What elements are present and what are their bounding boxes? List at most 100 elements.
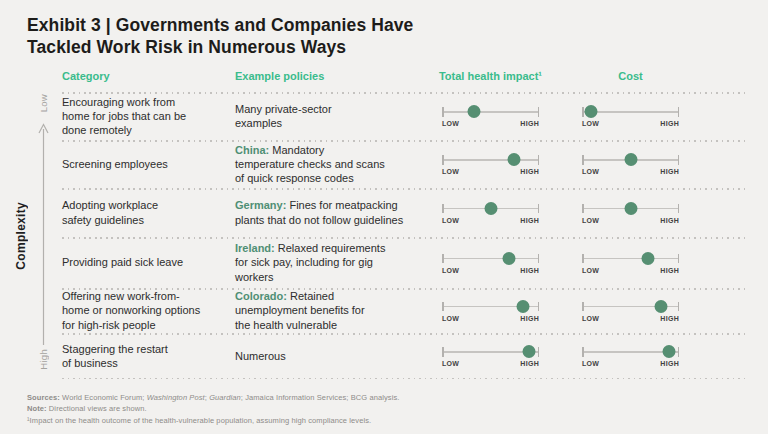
policy-text: Many private-sector examples	[235, 103, 332, 129]
slider-low-label: LOW	[582, 360, 599, 367]
category-cell: Providing paid sick leave	[62, 255, 235, 269]
slider-low-label: LOW	[442, 120, 459, 127]
footer-notes: Sources: World Economic Forum; Washingto…	[27, 392, 400, 426]
health-impact-slider: LOW HIGH	[442, 153, 539, 175]
slider-high-label: HIGH	[660, 267, 679, 274]
slider-track	[442, 111, 539, 113]
slider-high-label: HIGH	[520, 360, 539, 367]
complexity-axis-label: Complexity	[14, 92, 28, 379]
complexity-high-label: High	[38, 349, 49, 374]
policy-text: Numerous	[235, 350, 286, 362]
category-cell: Offering new work-from- home or nonworki…	[62, 289, 235, 332]
category-cell: Adopting workplace safety guidelines	[62, 198, 235, 227]
slider-low-label: LOW	[442, 168, 459, 175]
slider-tick-low	[442, 254, 444, 264]
category-cell: Screening employees	[62, 157, 235, 171]
slider-tick-high	[538, 107, 540, 117]
slider-tick-high	[538, 155, 540, 165]
slider-low-label: LOW	[442, 315, 459, 322]
slider-track	[582, 258, 679, 260]
slider-high-label: HIGH	[520, 168, 539, 175]
health-impact-slider: LOW HIGH	[442, 252, 539, 274]
health-impact-dot	[517, 300, 530, 313]
slider-track	[442, 159, 539, 161]
health-impact-dot	[507, 153, 520, 166]
slider-high-label: HIGH	[660, 120, 679, 127]
health-impact-slider: LOW HIGH	[442, 202, 539, 224]
slider-high-label: HIGH	[660, 217, 679, 224]
category-cell: Staggering the restart of business	[62, 342, 235, 371]
slider-tick-high	[538, 204, 540, 214]
policy-cell: Ireland: Relaxed requirements for sick p…	[235, 241, 442, 284]
slider-low-label: LOW	[582, 315, 599, 322]
policy-cell: Colorado: Retained unemployment benefits…	[235, 289, 442, 332]
exhibit-table: Category Example policies Total health i…	[62, 70, 748, 379]
cost-slider: LOWHIGH	[582, 153, 679, 175]
slider-tick-high	[678, 302, 680, 312]
slider-tick-low	[582, 155, 584, 165]
slider-tick-low	[442, 107, 444, 117]
health-impact-dot	[468, 105, 481, 118]
cost-dot	[654, 300, 667, 313]
slider-tick-low	[442, 347, 444, 357]
table-row: Encouraging work from home for jobs that…	[62, 92, 748, 140]
cost-slider: LOW HIGH	[582, 105, 679, 127]
slider-track	[442, 258, 539, 260]
cost-slider: LOW HIGH	[582, 300, 679, 322]
slider-low-label: LOW	[442, 267, 459, 274]
cost-dot	[625, 202, 638, 215]
slider-tick-low	[442, 302, 444, 312]
slider-tick-low	[582, 302, 584, 312]
slider-tick-low	[442, 204, 444, 214]
column-header-cost: Cost	[618, 70, 642, 82]
cost-dot	[641, 252, 654, 265]
table-row: Screening employees China: Mandatory tem…	[62, 140, 748, 188]
slider-tick-high	[678, 155, 680, 165]
complexity-arrow-icon	[37, 122, 50, 348]
complexity-low-label: Low	[38, 94, 49, 116]
slider-high-label: HIGH	[520, 120, 539, 127]
health-impact-slider: LOWHIGH	[442, 345, 539, 367]
slider-high-label: HIGH	[660, 360, 679, 367]
policy-cell: Many private-sector examples	[235, 102, 442, 131]
page-title-line2: Tackled Work Risk in Numerous Ways	[27, 36, 413, 58]
sources-line: Sources: World Economic Forum; Washingto…	[27, 392, 400, 403]
slider-tick-high	[678, 347, 680, 357]
slider-high-label: HIGH	[660, 315, 679, 322]
health-impact-dot	[502, 252, 515, 265]
slider-high-label: HIGH	[520, 217, 539, 224]
slider-tick-low	[582, 254, 584, 264]
health-impact-dot	[523, 345, 536, 358]
slider-low-label: LOW	[442, 217, 459, 224]
note-line: Note: Directional views are shown.	[27, 403, 400, 414]
slider-tick-high	[678, 204, 680, 214]
policy-country-label: China:	[235, 144, 269, 156]
note-label: Note:	[27, 404, 47, 413]
table-row: Offering new work-from- home or nonworki…	[62, 288, 748, 333]
policy-cell: Numerous	[235, 349, 442, 363]
sources-label: Sources:	[27, 393, 60, 402]
page-title-line1: Exhibit 3 | Governments and Companies Ha…	[27, 14, 413, 36]
slider-high-label: HIGH	[520, 267, 539, 274]
category-cell: Encouraging work from home for jobs that…	[62, 95, 235, 138]
slider-low-label: LOW	[582, 267, 599, 274]
policy-country-label: Germany:	[235, 199, 286, 211]
policy-country-label: Ireland:	[235, 242, 275, 254]
column-header-policies: Example policies	[235, 70, 442, 82]
policy-country-label: Colorado:	[235, 290, 287, 302]
slider-tick-low	[582, 347, 584, 357]
health-impact-dot	[485, 202, 498, 215]
slider-low-label: LOW	[582, 217, 599, 224]
slider-low-label: LOW	[582, 168, 599, 175]
slider-tick-high	[678, 254, 680, 264]
cost-slider: LOW HIGH	[582, 252, 679, 274]
policy-cell: Germany: Fines for meatpacking plants th…	[235, 198, 442, 227]
policy-cell: China: Mandatory temperature checks and …	[235, 143, 442, 186]
cost-dot	[663, 345, 676, 358]
cost-slider: LOW HIGH	[582, 202, 679, 224]
slider-tick-high	[538, 254, 540, 264]
slider-low-label: LOW	[582, 120, 599, 127]
cost-slider: LOW HIGH	[582, 345, 679, 367]
table-row: Providing paid sick leave Ireland: Relax…	[62, 237, 748, 288]
cost-dot	[624, 153, 637, 166]
